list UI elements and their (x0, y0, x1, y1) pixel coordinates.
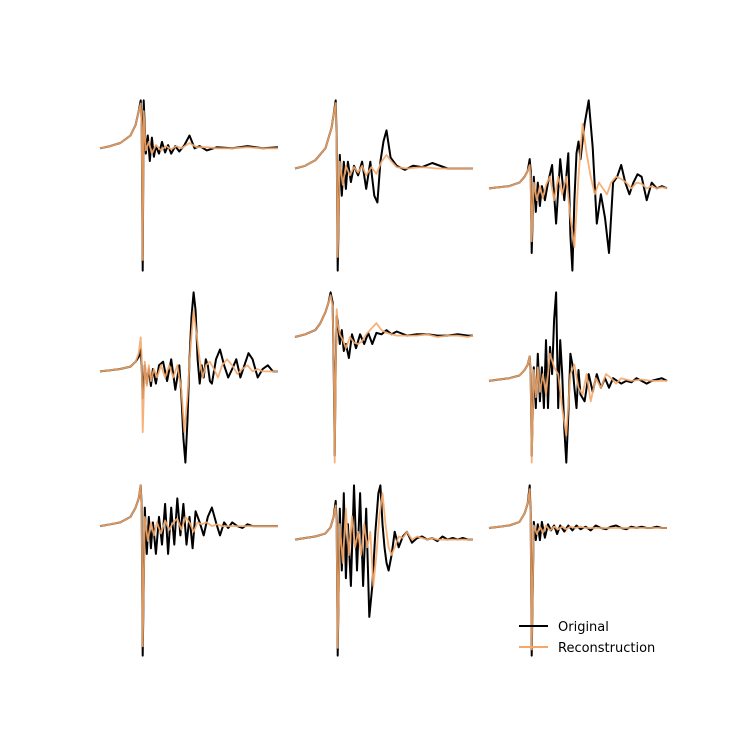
panel-1 (99, 99, 279, 272)
panel-5 (294, 291, 474, 464)
panel-6 (488, 291, 668, 464)
panel-7-reconstruction-line (99, 484, 278, 648)
panel-3-reconstruction-line (488, 123, 668, 249)
panel-5-reconstruction-line (294, 294, 474, 464)
panels-grid (99, 99, 668, 657)
panel-9-reconstruction-line (488, 488, 667, 651)
panel-2-reconstruction-line (294, 102, 473, 258)
panel-8-reconstruction-line (294, 492, 473, 649)
panel-4 (99, 291, 278, 464)
panel-1-reconstruction-line (99, 102, 278, 261)
legend-reconstruction-label: Reconstruction (558, 641, 655, 656)
panel-2 (294, 99, 473, 272)
panel-8 (294, 484, 473, 657)
panel-7 (99, 484, 278, 657)
panel-4-reconstruction-line (99, 309, 278, 434)
panel-6-reconstruction-line (488, 352, 667, 464)
panel-5-original-line (294, 291, 473, 457)
panel-3 (488, 99, 668, 272)
panel-9 (488, 484, 667, 657)
legend: Original Reconstruction (519, 620, 655, 656)
legend-original-label: Original (558, 620, 609, 635)
